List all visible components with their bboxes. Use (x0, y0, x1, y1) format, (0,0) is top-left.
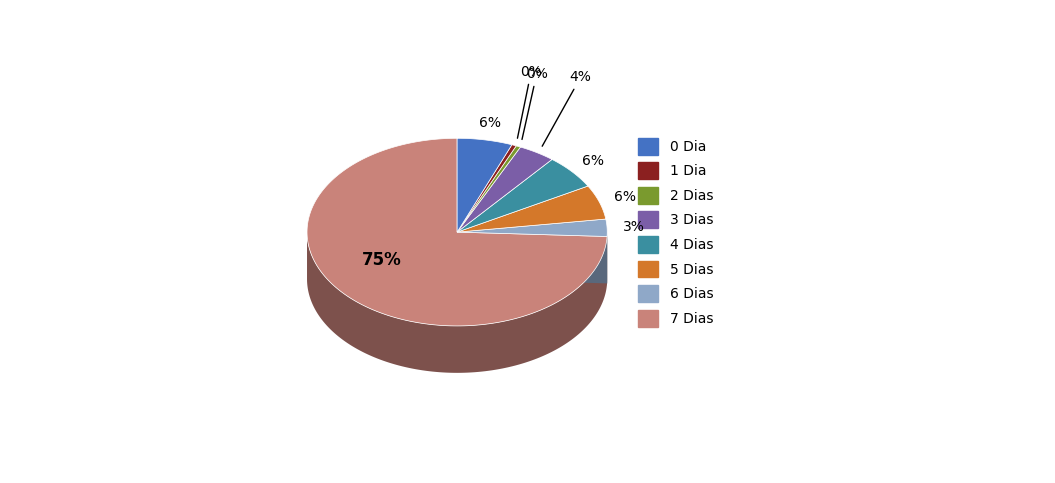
Text: 6%: 6% (479, 116, 501, 130)
Polygon shape (457, 147, 552, 232)
Text: 6%: 6% (581, 154, 603, 168)
Text: 0%: 0% (522, 67, 548, 140)
Polygon shape (457, 219, 608, 237)
Polygon shape (457, 145, 516, 232)
Polygon shape (457, 232, 607, 284)
Polygon shape (457, 186, 606, 232)
Polygon shape (457, 146, 520, 232)
Text: 6%: 6% (614, 190, 636, 204)
Legend: 0 Dia, 1 Dia, 2 Dias, 3 Dias, 4 Dias, 5 Dias, 6 Dias, 7 Dias: 0 Dia, 1 Dia, 2 Dias, 3 Dias, 4 Dias, 5 … (637, 138, 713, 327)
Text: 3%: 3% (624, 220, 645, 234)
Polygon shape (457, 138, 512, 232)
Polygon shape (457, 159, 588, 232)
Text: 75%: 75% (362, 251, 402, 269)
Text: 0%: 0% (517, 65, 542, 138)
Text: 4%: 4% (542, 70, 592, 146)
Polygon shape (307, 138, 607, 326)
Polygon shape (457, 232, 607, 284)
Polygon shape (307, 232, 607, 373)
